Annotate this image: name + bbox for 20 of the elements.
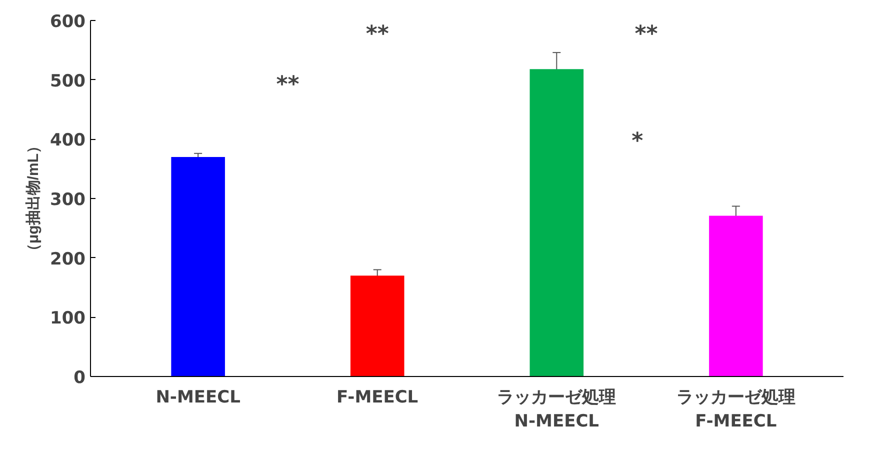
bar xyxy=(171,156,225,376)
y-tick-label: 600 xyxy=(50,12,86,32)
annotation: ** xyxy=(366,22,390,48)
bar xyxy=(530,69,584,376)
y-tick-label: 0 xyxy=(74,368,86,388)
bar xyxy=(709,216,763,376)
bar xyxy=(350,276,404,376)
annotation: ** xyxy=(276,72,300,98)
y-tick-label: 500 xyxy=(50,71,86,92)
y-tick-label: 100 xyxy=(50,308,86,329)
y-axis-title: （μg抽出物/mL） xyxy=(25,138,42,259)
y-tick-label: 400 xyxy=(50,130,86,151)
x-tick-label: N-MEECL xyxy=(156,388,241,408)
x-tick-label: ラッカーゼ処理 N-MEECL xyxy=(497,388,616,432)
x-tick-label: F-MEECL xyxy=(336,388,418,408)
annotation: ** xyxy=(634,22,658,48)
annotation: * xyxy=(632,129,644,154)
y-tick-label: 300 xyxy=(50,190,86,210)
y-tick-label: 200 xyxy=(50,249,86,270)
x-tick-label: ラッカーゼ処理 F-MEECL xyxy=(676,388,796,432)
